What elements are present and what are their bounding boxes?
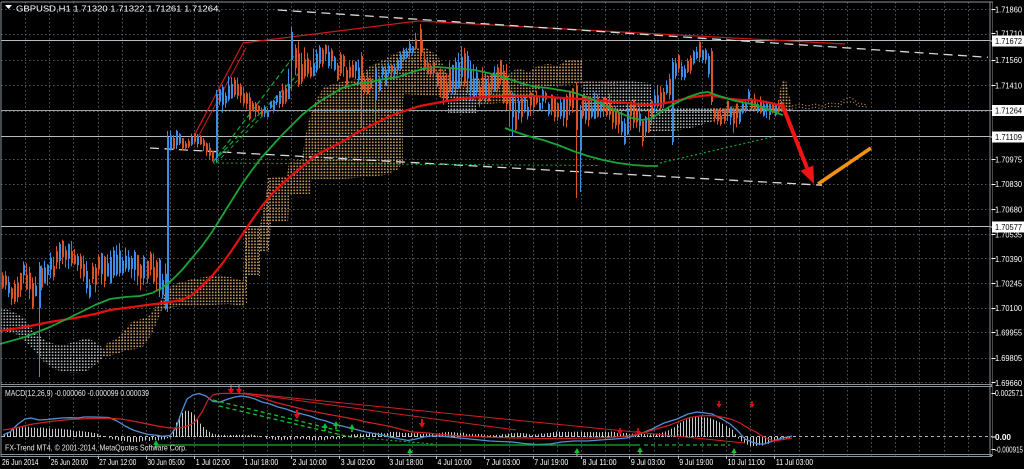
svg-text:1 Jul 02:00: 1 Jul 02:00 <box>196 458 231 467</box>
svg-text:7 Jul 19:00: 7 Jul 19:00 <box>534 458 569 467</box>
svg-text:1.71264: 1.71264 <box>995 107 1023 116</box>
svg-text:1.69660: 1.69660 <box>995 379 1023 388</box>
svg-text:1 Jul 18:00: 1 Jul 18:00 <box>244 458 279 467</box>
svg-text:1.69955: 1.69955 <box>995 329 1023 338</box>
svg-text:3 Jul 02:00: 3 Jul 02:00 <box>341 458 376 467</box>
svg-text:9 Jul 19:00: 9 Jul 19:00 <box>679 458 714 467</box>
svg-text:26 Jun 2014: 26 Jun 2014 <box>2 458 39 467</box>
svg-text:1.70245: 1.70245 <box>995 280 1023 289</box>
svg-text:1.70830: 1.70830 <box>995 180 1023 189</box>
svg-text:27 Jun 12:00: 27 Jun 12:00 <box>99 458 137 467</box>
svg-text:1.71560: 1.71560 <box>995 56 1023 65</box>
svg-text:1.71710: 1.71710 <box>995 30 1023 39</box>
svg-text:4 Jul 10:00: 4 Jul 10:00 <box>438 458 473 467</box>
svg-text:1.70680: 1.70680 <box>995 206 1023 215</box>
svg-text:2 Jul 10:00: 2 Jul 10:00 <box>293 458 328 467</box>
svg-text:0.00: 0.00 <box>995 433 1012 442</box>
svg-text:1.70975: 1.70975 <box>995 156 1023 165</box>
svg-text:9 Jul 03:00: 9 Jul 03:00 <box>631 458 666 467</box>
svg-text:8 Jul 11:00: 8 Jul 11:00 <box>583 458 618 467</box>
svg-text:1.69805: 1.69805 <box>995 354 1023 363</box>
svg-text:1.70535: 1.70535 <box>995 230 1023 239</box>
svg-text:11 Jul 03:00: 11 Jul 03:00 <box>776 458 814 467</box>
svg-text:1.70390: 1.70390 <box>995 255 1023 264</box>
svg-text:30 Jun 05:00: 30 Jun 05:00 <box>148 458 186 467</box>
svg-text:10 Jul 11:00: 10 Jul 11:00 <box>728 458 766 467</box>
svg-text:1.71860: 1.71860 <box>995 5 1023 14</box>
svg-text:1.70577: 1.70577 <box>995 223 1023 232</box>
svg-text:FX-Trend MT4, © 2001-2014, Met: FX-Trend MT4, © 2001-2014, MetaQuotes So… <box>5 443 187 453</box>
svg-text:1.71109: 1.71109 <box>995 133 1023 142</box>
svg-text:0.002571: 0.002571 <box>995 389 1023 398</box>
svg-text:1.71410: 1.71410 <box>995 82 1023 91</box>
svg-text:3 Jul 18:00: 3 Jul 18:00 <box>389 458 424 467</box>
svg-text:-0.000915: -0.000915 <box>995 445 1023 454</box>
svg-text:7 Jul 03:00: 7 Jul 03:00 <box>486 458 521 467</box>
svg-text:1.71672: 1.71672 <box>995 37 1023 46</box>
svg-text:26 Jun 20:00: 26 Jun 20:00 <box>51 458 89 467</box>
svg-text:GBPUSD,H1 1.71320 1.71322 1.7: GBPUSD,H1 1.71320 1.71322 1.71261 1.7126… <box>16 4 221 14</box>
svg-text:MACD(12,26,9) -0.000060 -0.000: MACD(12,26,9) -0.000060 -0.000099 0.0000… <box>5 389 149 398</box>
svg-text:1.70100: 1.70100 <box>995 304 1023 313</box>
